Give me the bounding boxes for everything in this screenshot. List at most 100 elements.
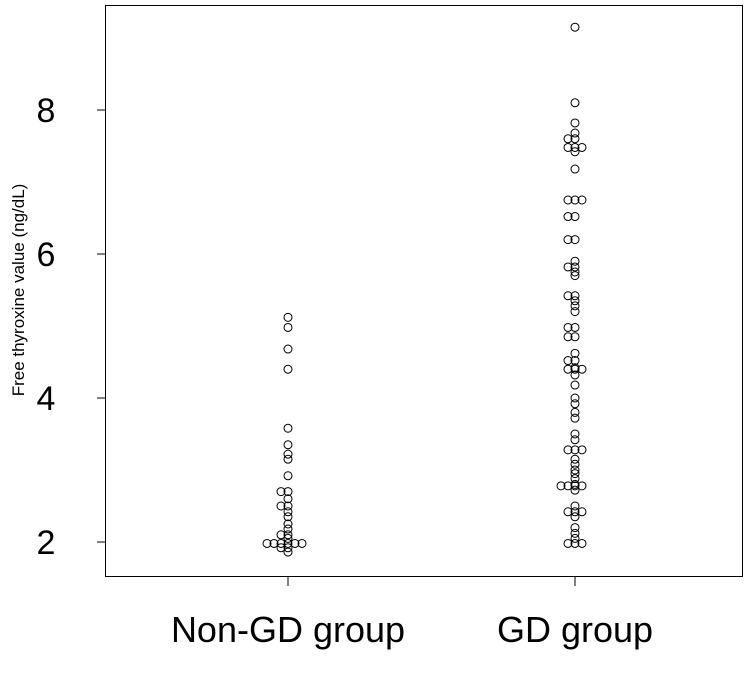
data-point bbox=[283, 364, 293, 374]
data-point bbox=[283, 547, 293, 557]
data-point bbox=[570, 533, 580, 543]
data-point bbox=[283, 519, 293, 529]
data-point bbox=[570, 356, 580, 366]
data-point bbox=[570, 528, 580, 538]
data-point bbox=[570, 474, 580, 484]
data-point bbox=[570, 128, 580, 138]
data-points bbox=[262, 22, 587, 557]
data-point bbox=[563, 235, 573, 245]
data-point bbox=[570, 164, 580, 174]
data-point bbox=[283, 322, 293, 332]
data-point bbox=[570, 399, 580, 409]
data-point bbox=[283, 449, 293, 459]
data-point bbox=[556, 481, 566, 491]
data-point bbox=[563, 212, 573, 222]
data-point bbox=[570, 364, 580, 374]
data-point bbox=[283, 312, 293, 322]
data-point bbox=[563, 322, 573, 332]
data-point bbox=[570, 332, 580, 342]
data-point bbox=[570, 393, 580, 403]
data-point bbox=[570, 413, 580, 423]
data-point bbox=[563, 262, 573, 272]
data-point bbox=[276, 538, 286, 548]
data-point bbox=[563, 481, 573, 491]
data-point bbox=[283, 487, 293, 497]
data-point bbox=[283, 501, 293, 511]
data-point bbox=[577, 507, 587, 517]
x-category-label: GD group bbox=[497, 609, 653, 650]
data-point bbox=[577, 195, 587, 205]
y-axis: 2 4 6 8 bbox=[37, 92, 105, 562]
data-point bbox=[276, 543, 286, 553]
y-tick-label: 6 bbox=[37, 236, 56, 274]
data-point bbox=[570, 445, 580, 455]
data-point bbox=[570, 501, 580, 511]
x-category-label: Non-GD group bbox=[171, 609, 405, 650]
data-point bbox=[283, 543, 293, 553]
data-point bbox=[283, 538, 293, 548]
data-point bbox=[283, 440, 293, 450]
data-point bbox=[570, 134, 580, 144]
data-point bbox=[570, 118, 580, 128]
data-point bbox=[563, 364, 573, 374]
data-point bbox=[570, 267, 580, 277]
data-point bbox=[570, 454, 580, 464]
data-point bbox=[570, 195, 580, 205]
data-point bbox=[577, 142, 587, 152]
data-point bbox=[262, 538, 272, 548]
data-point bbox=[297, 538, 307, 548]
data-point bbox=[577, 538, 587, 548]
data-point bbox=[283, 530, 293, 540]
data-point bbox=[570, 322, 580, 332]
data-point bbox=[577, 445, 587, 455]
data-point bbox=[577, 364, 587, 374]
data-point bbox=[570, 435, 580, 445]
data-point bbox=[563, 445, 573, 455]
data-point bbox=[570, 235, 580, 245]
data-point bbox=[283, 454, 293, 464]
data-point bbox=[570, 469, 580, 479]
y-tick-label: 2 bbox=[37, 524, 56, 562]
data-point bbox=[276, 501, 286, 511]
data-point bbox=[570, 370, 580, 380]
data-point bbox=[563, 142, 573, 152]
data-point bbox=[283, 533, 293, 543]
data-point bbox=[276, 530, 286, 540]
data-point bbox=[563, 134, 573, 144]
data-point bbox=[570, 291, 580, 301]
data-point bbox=[570, 348, 580, 358]
data-point bbox=[283, 512, 293, 522]
data-point bbox=[570, 301, 580, 311]
data-point bbox=[570, 142, 580, 152]
data-point bbox=[570, 459, 580, 469]
data-point bbox=[563, 538, 573, 548]
data-point bbox=[570, 256, 580, 266]
data-point bbox=[563, 507, 573, 517]
data-point bbox=[570, 512, 580, 522]
data-point bbox=[570, 507, 580, 517]
data-point bbox=[290, 538, 300, 548]
data-point bbox=[283, 524, 293, 534]
y-axis-label: Free thyroxine value (ng/dL) bbox=[9, 184, 28, 397]
data-point bbox=[570, 271, 580, 281]
data-point bbox=[570, 380, 580, 390]
data-point bbox=[570, 98, 580, 108]
data-point bbox=[269, 538, 279, 548]
data-point bbox=[570, 296, 580, 306]
data-point bbox=[276, 487, 286, 497]
data-point bbox=[570, 465, 580, 475]
data-point bbox=[283, 507, 293, 517]
data-point bbox=[563, 291, 573, 301]
data-point bbox=[563, 332, 573, 342]
data-point bbox=[570, 481, 580, 491]
data-point bbox=[570, 429, 580, 439]
data-point bbox=[570, 147, 580, 157]
y-tick-label: 8 bbox=[37, 92, 56, 130]
y-tick-label: 4 bbox=[37, 380, 56, 418]
data-point bbox=[563, 195, 573, 205]
data-point bbox=[283, 494, 293, 504]
data-point bbox=[563, 356, 573, 366]
data-point bbox=[570, 523, 580, 533]
data-point bbox=[283, 423, 293, 433]
